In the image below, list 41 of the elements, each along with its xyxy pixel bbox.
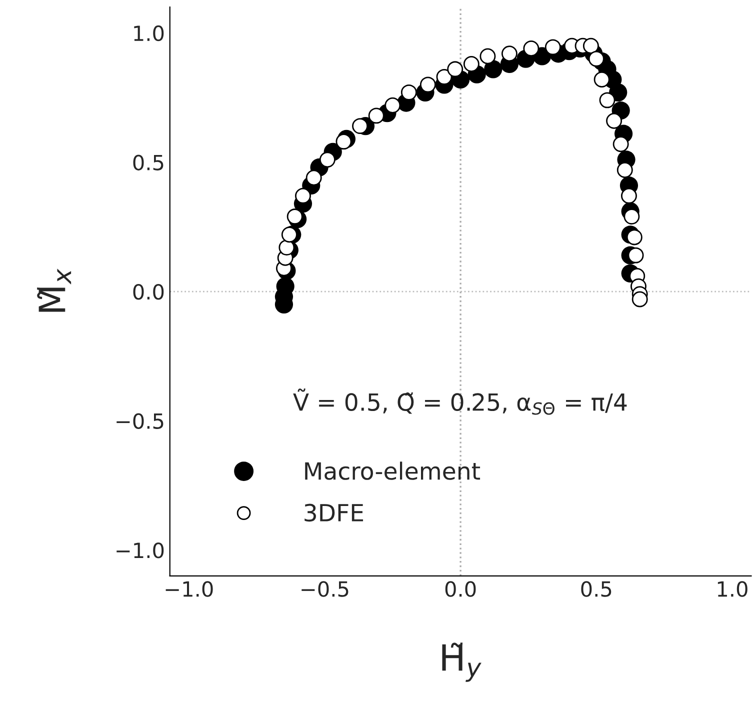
point [626, 229, 642, 246]
y-tick-label: −0.5 [116, 413, 164, 429]
point [594, 72, 610, 88]
point [420, 76, 436, 93]
legend-label: Macro-element [305, 462, 480, 480]
x-tick-label: 0.5 [581, 581, 612, 597]
point [588, 50, 604, 67]
point [612, 136, 629, 152]
x-tick-label: 0.0 [445, 581, 476, 597]
x-axis-title: H̃$_{y}$ [442, 642, 482, 682]
annotation: Ṽ = 0.5, Q̃ = 0.25, α$_{SΘ}$ = π/4 [293, 388, 627, 415]
y-tick-label: 0.0 [133, 284, 164, 300]
point [295, 188, 311, 204]
point [624, 208, 640, 225]
point [582, 38, 599, 54]
point [609, 83, 628, 102]
point [352, 118, 368, 134]
point [447, 61, 464, 78]
point [436, 68, 452, 85]
point [306, 170, 322, 186]
point [281, 226, 298, 243]
point [544, 39, 561, 56]
y-tick-label: 0.5 [133, 154, 164, 170]
x-tick-label: −1.0 [166, 581, 213, 597]
y-axis-title: M̃$_{x}$ [37, 268, 72, 312]
point [319, 152, 336, 168]
y-tick-label: 1.0 [134, 25, 164, 42]
point [501, 46, 518, 62]
point [278, 240, 295, 256]
legend-label: 3DFE [304, 504, 364, 522]
point [400, 84, 417, 100]
point [628, 247, 644, 264]
point [336, 134, 352, 150]
x-tick-label: −0.5 [302, 581, 348, 597]
point [286, 208, 303, 225]
y-tick-label: −1.0 [116, 542, 164, 558]
point [616, 162, 633, 178]
point [484, 60, 502, 78]
point [632, 291, 648, 308]
point [384, 97, 401, 114]
x-tick-label: 1.0 [718, 581, 748, 597]
